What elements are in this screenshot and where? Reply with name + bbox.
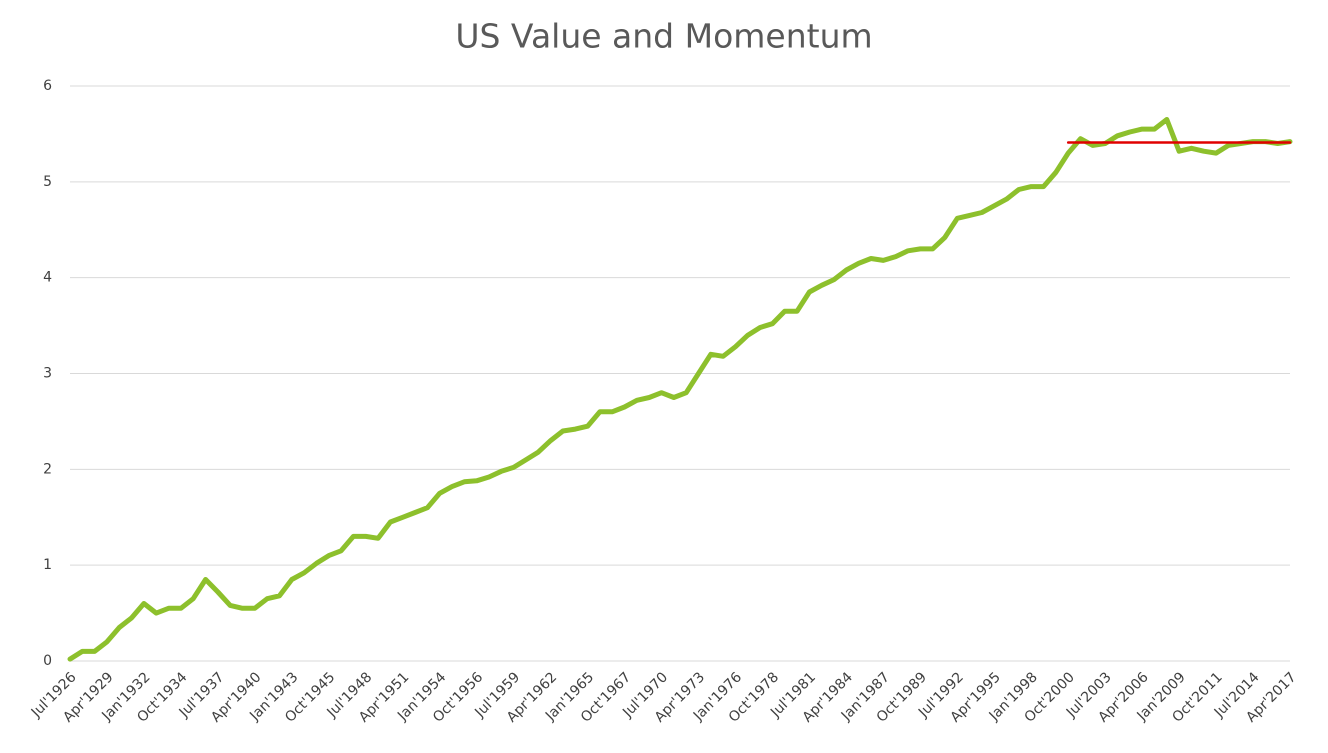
y-tick-label: 6 (43, 78, 52, 94)
chart-title: US Value and Momentum (455, 17, 872, 56)
y-tick-label: 5 (43, 174, 52, 190)
line-series (67, 117, 1293, 662)
y-tick-label: 0 (43, 653, 52, 669)
y-tick-label: 4 (43, 270, 52, 286)
y-tick-label: 3 (43, 366, 52, 382)
y-tick-label: 2 (43, 461, 52, 477)
y-tick-label: 1 (43, 557, 52, 573)
